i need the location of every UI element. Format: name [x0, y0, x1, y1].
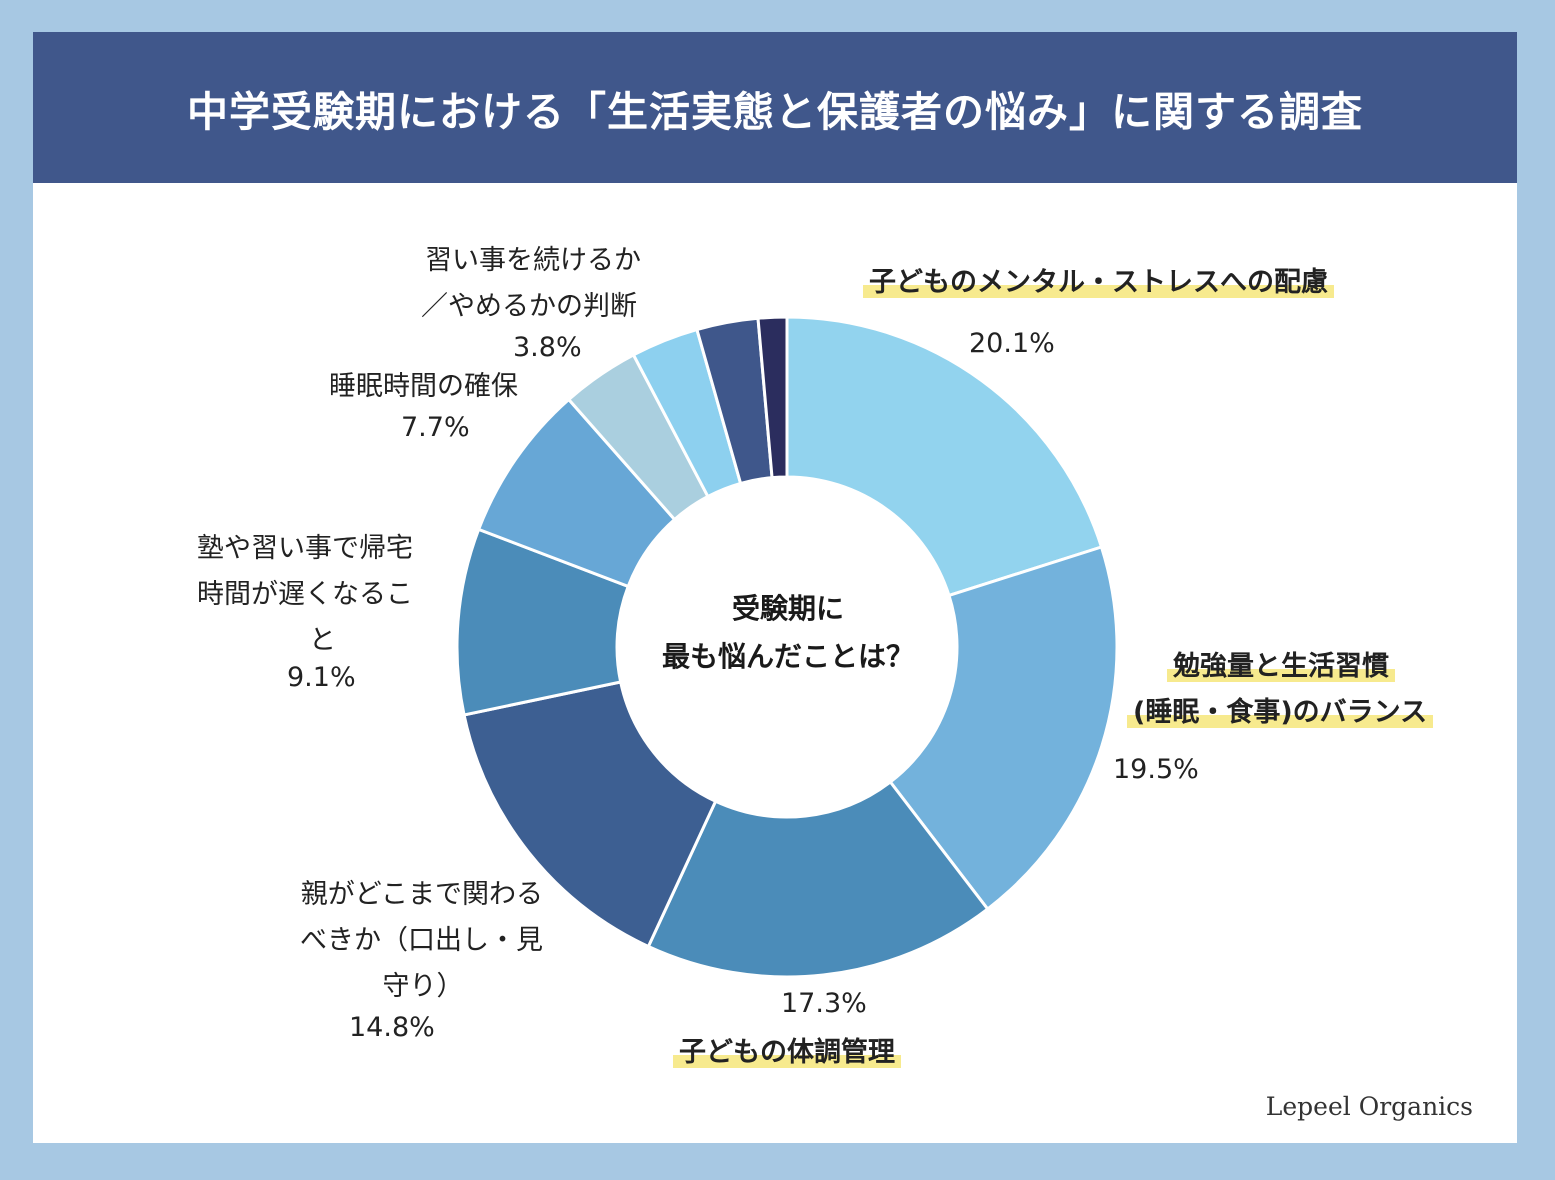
- slice-label-4-line-3: と: [309, 625, 336, 656]
- donut-slice-3: [462, 680, 718, 949]
- slice-label-1-line-1: 勉強量と生活習慣: [1167, 651, 1395, 682]
- donut-slice-2: [646, 779, 990, 979]
- slice-value-4: 9.1%: [287, 662, 356, 693]
- slice-value-0: 20.1%: [969, 328, 1055, 359]
- slice-label-3-line-2: べきか（口出し・見: [300, 925, 543, 956]
- donut-slice-1: [888, 545, 1119, 912]
- center-label-line-1: 受験期に: [731, 592, 844, 625]
- slice-value-6: 3.8%: [513, 332, 582, 363]
- slice-label-3-line-3: 守り）: [382, 971, 464, 1002]
- slice-label-study-life-balance: 勉強量と生活習慣 (睡眠・食事)のバランス: [1127, 644, 1434, 736]
- slice-label-1-line-2: (睡眠・食事)のバランス: [1127, 697, 1434, 728]
- slice-label-parent-involvement: 親がどこまで関わる べきか（口出し・見 守り）: [243, 872, 543, 1010]
- slice-label-late-return: 塾や習い事で帰宅 時間が遅くなるこ と: [197, 526, 413, 664]
- slice-label-4-line-1: 塾や習い事で帰宅: [197, 533, 413, 564]
- chart-title: 中学受験期における「生活実態と保護者の悩み」に関する調査: [187, 87, 1363, 136]
- chart-card: 中学受験期における「生活実態と保護者の悩み」に関する調査 受験期に 最も悩んだこ…: [33, 32, 1517, 1143]
- slice-label-lessons-decision: 習い事を続けるか ／やめるかの判断: [421, 238, 641, 330]
- slice-label-5-line-1: 睡眠時間の確保: [329, 371, 518, 402]
- slice-label-mental-stress: 子どものメンタル・ストレスへの配慮: [863, 260, 1334, 306]
- slice-label-0-line-1: 子どものメンタル・ストレスへの配慮: [863, 267, 1334, 298]
- slice-label-health-management: 子どもの体調管理: [673, 1030, 901, 1076]
- title-banner: 中学受験期における「生活実態と保護者の悩み」に関する調査: [33, 32, 1517, 183]
- slice-value-5: 7.7%: [401, 412, 470, 443]
- donut-slice-9: [756, 315, 789, 480]
- slice-label-3-line-1: 親がどこまで関わる: [300, 879, 543, 910]
- slice-label-sleep-time: 睡眠時間の確保: [329, 364, 518, 410]
- slice-label-6-line-2: ／やめるかの判断: [421, 291, 637, 322]
- slice-label-2-line-1: 子どもの体調管理: [673, 1037, 901, 1068]
- center-label: 受験期に 最も悩んだことは？: [628, 585, 948, 681]
- donut-chart: [455, 315, 1119, 979]
- center-label-line-2: 最も悩んだことは？: [661, 640, 914, 673]
- slice-label-4-line-2: 時間が遅くなるこ: [197, 579, 413, 610]
- slice-value-2: 17.3%: [781, 988, 867, 1019]
- donut-slice-0: [785, 315, 1104, 598]
- slice-value-3: 14.8%: [349, 1012, 435, 1043]
- slice-label-6-line-1: 習い事を続けるか: [425, 245, 641, 276]
- brand-logo-text: Lepeel Organics: [1265, 1092, 1473, 1121]
- slice-value-1: 19.5%: [1113, 754, 1199, 785]
